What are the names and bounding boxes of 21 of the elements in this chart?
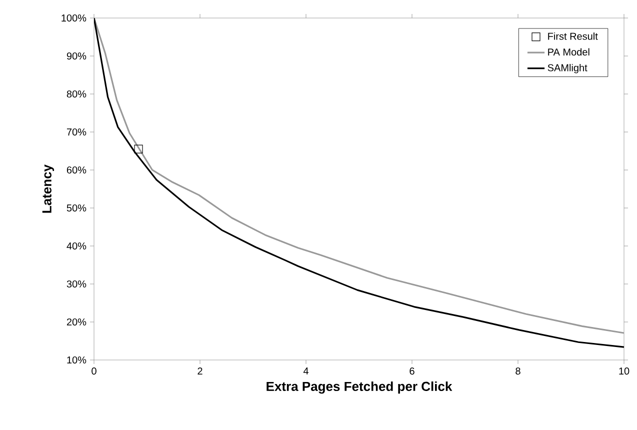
x-tick-label: 6 bbox=[410, 368, 414, 375]
x-tick-label: 8 bbox=[516, 368, 520, 375]
y-tick-label: 70% bbox=[66, 128, 86, 136]
x-tick-label: 4 bbox=[303, 368, 308, 374]
y-tick-label: 60% bbox=[66, 166, 86, 174]
legend-label: First Result bbox=[548, 32, 598, 40]
legend-label: PA Model bbox=[548, 48, 590, 56]
y-tick-label: 90% bbox=[66, 52, 86, 60]
legend-label: SAMlight bbox=[548, 64, 588, 74]
x-tick-label: 0 bbox=[92, 368, 96, 375]
y-axis-title: Latency bbox=[42, 164, 54, 213]
y-tick-label: 10% bbox=[67, 356, 86, 364]
x-tick-label: 10 bbox=[619, 368, 630, 375]
y-tick-label: 30% bbox=[66, 280, 86, 288]
y-tick-label: 80% bbox=[66, 90, 86, 98]
x-tick-label: 2 bbox=[198, 368, 202, 374]
y-tick-label: 20% bbox=[66, 318, 86, 326]
y-tick-label: 50% bbox=[66, 204, 86, 212]
y-tick-label: 40% bbox=[66, 242, 86, 250]
x-axis-title: Extra Pages Fetched per Click bbox=[266, 381, 452, 394]
y-tick-label: 100% bbox=[62, 14, 86, 22]
